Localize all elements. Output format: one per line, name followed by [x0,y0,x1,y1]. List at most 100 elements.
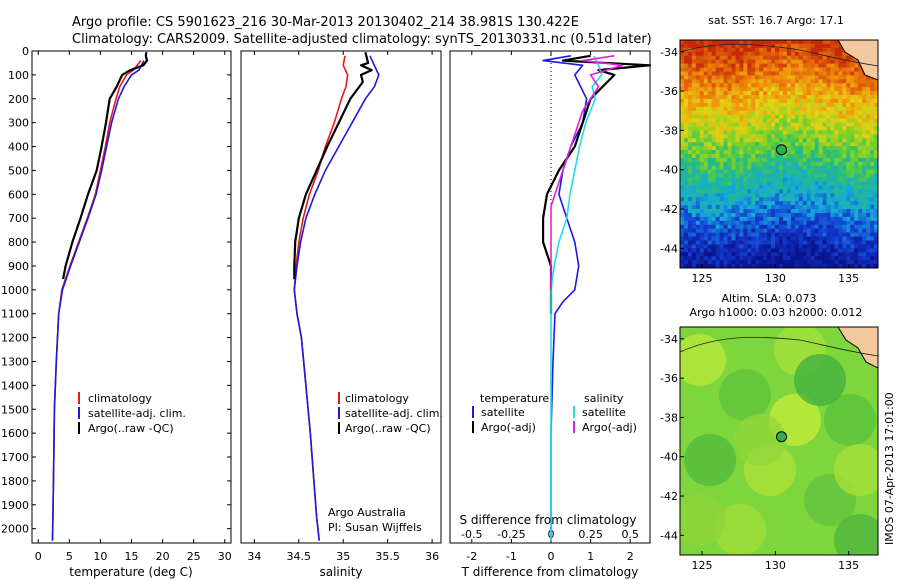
sst-cell [775,75,780,80]
sst-cell [814,79,820,84]
sst-cell [707,134,713,139]
sst-cell [680,248,685,253]
sst-cell [723,114,729,120]
sst-cell [782,63,788,69]
sst-cell [858,106,863,112]
sst-cell [743,220,748,226]
sst-cell [798,87,804,92]
sst-cell [862,83,867,88]
sst-cell [743,264,748,268]
sst-cell [680,220,685,226]
sst-cell [707,47,713,53]
sst-cell [870,244,875,249]
sst-cell [691,173,697,179]
sst-cell [810,138,816,143]
sst-cell [786,240,792,246]
sst-cell [719,110,725,116]
sst-cell [723,232,729,238]
y-tick-label: 1000 [1,284,29,297]
sst-cell [806,110,812,116]
sst-cell [755,106,760,112]
sst-cell [846,150,851,155]
sst-cell [806,40,812,45]
sst-cell [747,75,752,80]
sst-cell [790,83,796,88]
y-tick-label: 600 [8,188,29,201]
sst-cell [806,150,812,155]
sst-cell [715,122,721,128]
sst-cell [699,169,705,175]
sst-cell [727,91,733,96]
sst-cell [866,98,871,104]
sst-cell [862,165,867,171]
sst-cell [747,161,752,167]
sst-cell [786,177,792,183]
sst-cell [810,264,816,268]
sst-cell [854,177,859,183]
sst-cell [683,91,689,96]
sst-cell [759,228,764,234]
sst-cell [680,216,685,222]
sst-cell [802,240,808,246]
sst-cell [802,102,808,108]
sst-cell [846,106,851,112]
sst-cell [806,130,812,135]
sst-cell [739,55,744,61]
sst-cell [826,209,832,214]
sst-cell [687,181,693,187]
sst-cell [846,87,851,92]
sst-cell [838,185,843,190]
sst-cell [830,134,836,139]
sst-cell [779,134,784,139]
sst-cell [763,161,768,167]
sst-cell [703,189,709,194]
sst-cell [858,216,863,222]
sst-cell [798,154,804,159]
sst-cell [790,51,796,57]
sst-cell [699,177,705,183]
sla-blob [794,354,846,406]
salinity-xlabel: salinity [319,565,362,579]
sst-cell [846,185,851,190]
sst-cell [834,252,839,257]
sst-cell [763,43,768,49]
sst-cell [691,79,697,84]
sst-cell [862,110,867,116]
sst-cell [767,98,772,104]
sst-cell [767,185,772,190]
sst-cell [699,154,705,159]
sst-cell [683,248,689,253]
sst-cell [806,51,812,57]
sst-cell [814,240,820,246]
sst-cell [687,260,693,265]
sst-cell [818,244,824,249]
sst-cell [683,51,689,57]
sst-cell [715,248,721,253]
sst-cell [794,102,800,108]
y-tick-label: 1600 [1,427,29,440]
sst-cell [739,98,744,104]
sst-cell [751,91,756,96]
sst-cell [866,91,871,96]
sst-cell [771,157,776,163]
sst-cell [842,216,847,222]
map-x-tick-label: 130 [765,559,786,572]
sst-cell [858,91,863,96]
sst-cell [806,216,812,222]
sst-cell [775,47,780,53]
sst-cell [751,185,756,190]
sst-cell [810,71,816,76]
sst-cell [743,102,748,108]
sst-cell [846,122,851,128]
sst-cell [715,106,721,112]
sst-cell [846,240,851,246]
sst-cell [763,71,768,76]
sst-cell [838,102,843,108]
sst-cell [691,47,697,53]
sst-cell [798,165,804,171]
sst-cell [782,173,788,179]
sst-cell [818,157,824,163]
sst-cell [711,209,717,214]
sst-cell [687,59,693,65]
sst-cell [711,177,717,183]
